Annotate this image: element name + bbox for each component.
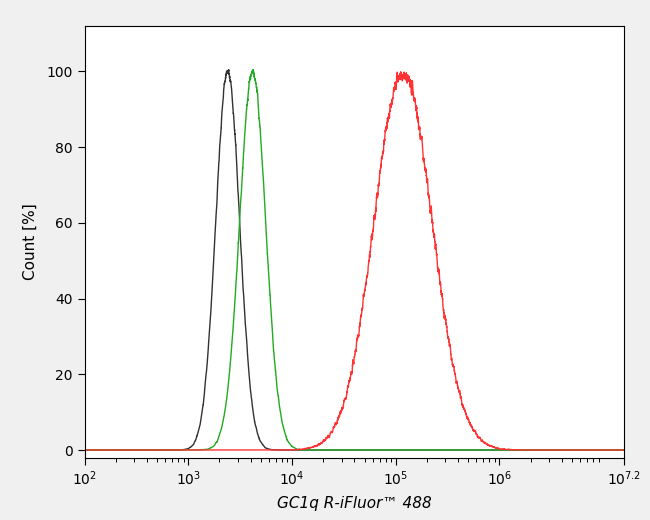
X-axis label: GC1q R-iFluor™ 488: GC1q R-iFluor™ 488 bbox=[277, 496, 432, 511]
Y-axis label: Count [%]: Count [%] bbox=[23, 203, 38, 280]
